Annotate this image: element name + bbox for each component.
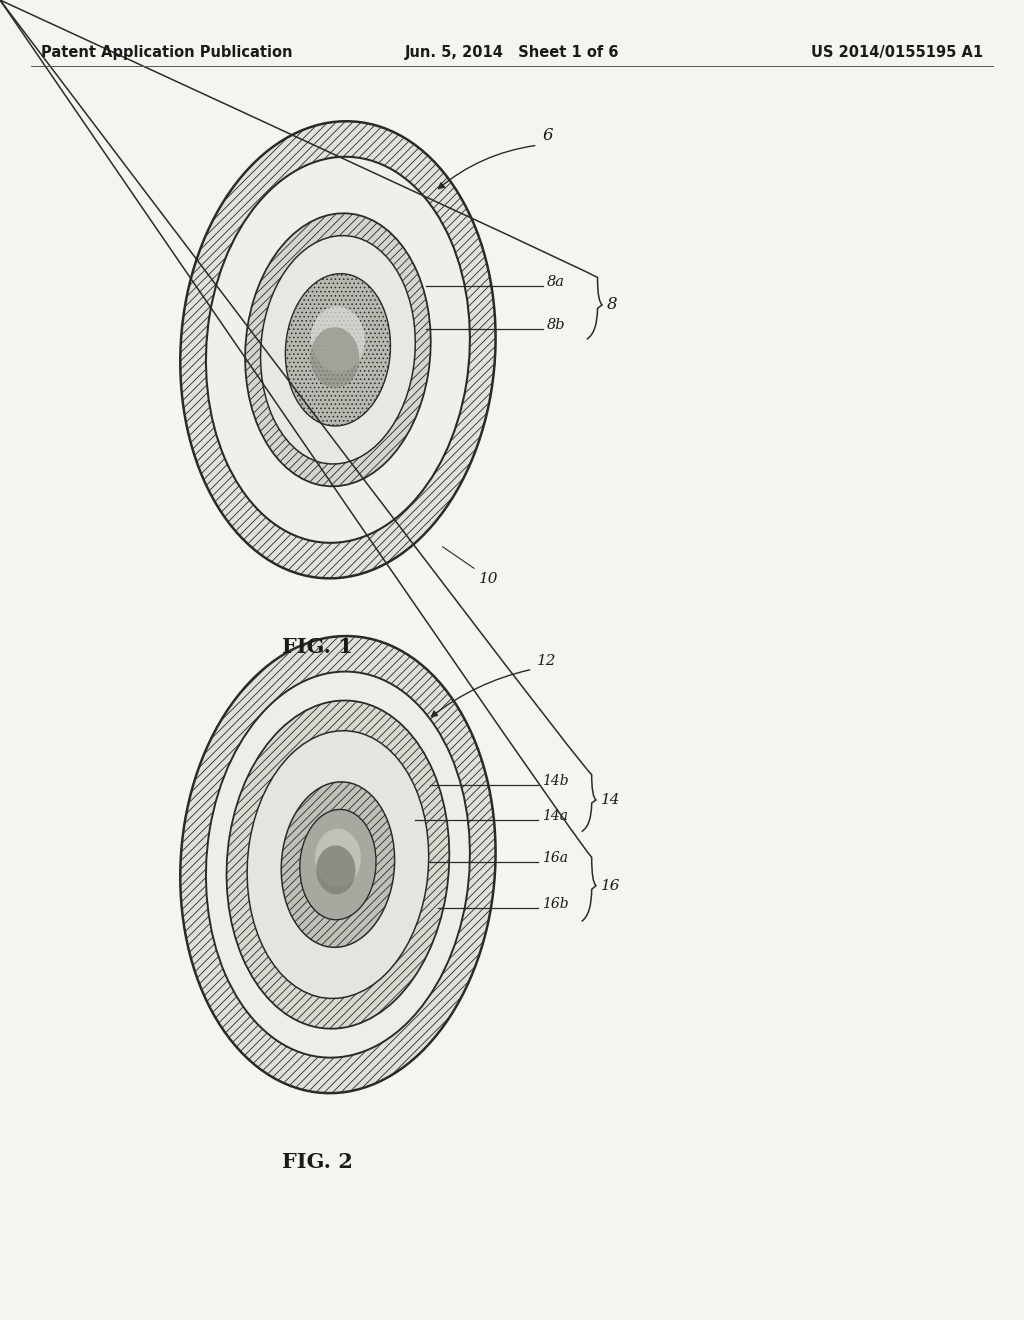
Text: FIG. 1: FIG. 1 bbox=[282, 636, 353, 657]
Text: 14b: 14b bbox=[542, 775, 568, 788]
Ellipse shape bbox=[311, 306, 365, 372]
Text: FIG. 2: FIG. 2 bbox=[282, 1151, 353, 1172]
Text: 12: 12 bbox=[537, 655, 556, 668]
Text: Patent Application Publication: Patent Application Publication bbox=[41, 45, 293, 59]
Text: US 2014/0155195 A1: US 2014/0155195 A1 bbox=[811, 45, 983, 59]
Ellipse shape bbox=[206, 157, 470, 543]
Text: 14a: 14a bbox=[542, 809, 567, 822]
Text: 14: 14 bbox=[601, 793, 621, 807]
Ellipse shape bbox=[315, 829, 360, 887]
Ellipse shape bbox=[260, 235, 416, 465]
Ellipse shape bbox=[180, 636, 496, 1093]
Text: 16b: 16b bbox=[542, 898, 568, 911]
Text: 8b: 8b bbox=[547, 318, 565, 331]
Text: 10: 10 bbox=[442, 546, 499, 586]
Ellipse shape bbox=[300, 809, 376, 920]
Ellipse shape bbox=[206, 672, 470, 1057]
Ellipse shape bbox=[180, 121, 496, 578]
Text: 16a: 16a bbox=[542, 851, 567, 865]
Text: 8a: 8a bbox=[547, 276, 565, 289]
Text: 6: 6 bbox=[543, 128, 553, 144]
Text: 16: 16 bbox=[601, 879, 621, 892]
Ellipse shape bbox=[247, 731, 429, 998]
Ellipse shape bbox=[226, 701, 450, 1028]
Ellipse shape bbox=[245, 214, 431, 486]
Ellipse shape bbox=[282, 781, 394, 948]
Text: 8: 8 bbox=[607, 297, 617, 313]
Ellipse shape bbox=[316, 845, 355, 895]
Ellipse shape bbox=[310, 327, 359, 388]
Ellipse shape bbox=[286, 273, 390, 426]
Text: Jun. 5, 2014   Sheet 1 of 6: Jun. 5, 2014 Sheet 1 of 6 bbox=[404, 45, 620, 59]
